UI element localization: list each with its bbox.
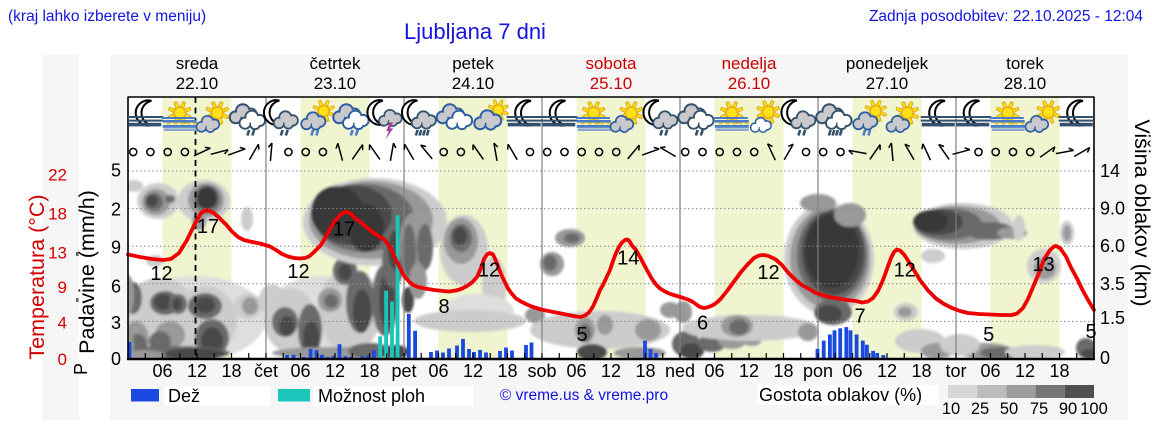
svg-text:13: 13 (1032, 254, 1054, 276)
svg-text:12: 12 (894, 260, 916, 282)
svg-text:17: 17 (333, 219, 355, 241)
svg-text:22.10: 22.10 (176, 74, 219, 93)
svg-text:12: 12 (463, 361, 483, 381)
svg-text:9: 9 (58, 278, 67, 297)
svg-text:12: 12 (1015, 361, 1035, 381)
svg-text:4: 4 (58, 314, 67, 333)
svg-text:pon: pon (803, 361, 833, 381)
svg-text:0: 0 (58, 350, 67, 369)
svg-text:sreda: sreda (176, 54, 219, 73)
svg-text:Ljubljana 7 dni: Ljubljana 7 dni (404, 19, 546, 44)
svg-text:torek: torek (1006, 54, 1044, 73)
svg-text:nedelja: nedelja (722, 54, 777, 73)
svg-text:14: 14 (617, 248, 639, 270)
svg-text:tor: tor (945, 361, 966, 381)
svg-text:25.10: 25.10 (590, 74, 633, 93)
svg-text:22: 22 (48, 166, 67, 185)
svg-text:pet: pet (391, 361, 416, 381)
svg-text:50: 50 (1000, 400, 1018, 418)
svg-text:7: 7 (854, 306, 865, 328)
svg-text:26.10: 26.10 (728, 74, 771, 93)
svg-text:90: 90 (1059, 400, 1077, 418)
svg-text:Temperatura (°C): Temperatura (°C) (25, 194, 49, 359)
svg-text:3: 3 (111, 313, 121, 333)
svg-text:18: 18 (48, 205, 67, 224)
svg-text:P: P (71, 363, 91, 375)
svg-text:06: 06 (842, 361, 862, 381)
svg-text:06: 06 (566, 361, 586, 381)
svg-text:čet: čet (254, 361, 278, 381)
svg-text:© vreme.us & vreme.pro: © vreme.us & vreme.pro (500, 387, 668, 404)
svg-text:12: 12 (739, 361, 759, 381)
svg-text:ned: ned (665, 361, 695, 381)
svg-text:Višina oblakov (km): Višina oblakov (km) (1130, 119, 1152, 306)
svg-text:06: 06 (428, 361, 448, 381)
svg-text:8: 8 (438, 296, 449, 318)
svg-text:12: 12 (601, 361, 621, 381)
svg-text:18: 18 (1049, 361, 1069, 381)
svg-text:Padavine (mm/h): Padavine (mm/h) (75, 190, 99, 354)
svg-text:12: 12 (877, 361, 897, 381)
svg-text:18: 18 (773, 361, 793, 381)
svg-text:25: 25 (971, 400, 989, 418)
svg-text:10: 10 (942, 400, 960, 418)
svg-text:sob: sob (527, 361, 556, 381)
svg-text:18: 18 (635, 361, 655, 381)
svg-text:18: 18 (359, 361, 379, 381)
svg-text:6: 6 (697, 313, 708, 335)
svg-text:28.10: 28.10 (1004, 74, 1047, 93)
svg-text:5: 5 (1085, 321, 1096, 343)
svg-text:četrtek: četrtek (309, 54, 361, 73)
svg-text:Zadnja posodobitev: 22.10.2025: Zadnja posodobitev: 22.10.2025 - 12:04 (869, 8, 1143, 25)
svg-text:Dež: Dež (168, 386, 200, 406)
svg-text:12: 12 (150, 263, 172, 285)
svg-text:100: 100 (1080, 400, 1108, 418)
svg-text:18: 18 (911, 361, 931, 381)
svg-text:12: 12 (287, 261, 309, 283)
svg-text:(kraj lahko izberete v meniju): (kraj lahko izberete v meniju) (8, 8, 206, 25)
svg-text:23.10: 23.10 (314, 74, 357, 93)
svg-text:24.10: 24.10 (452, 74, 495, 93)
svg-text:18: 18 (221, 361, 241, 381)
svg-text:ponedeljek: ponedeljek (846, 54, 929, 73)
svg-text:27.10: 27.10 (866, 74, 909, 93)
svg-text:5: 5 (983, 324, 994, 346)
svg-text:9.0: 9.0 (1100, 199, 1125, 219)
svg-text:75: 75 (1030, 400, 1048, 418)
svg-text:Možnost ploh: Možnost ploh (318, 386, 425, 406)
svg-text:0: 0 (1100, 348, 1110, 368)
svg-text:14: 14 (1100, 161, 1120, 181)
svg-text:0: 0 (111, 349, 121, 369)
svg-text:12: 12 (757, 262, 779, 284)
svg-text:2: 2 (111, 200, 121, 220)
svg-text:18: 18 (497, 361, 517, 381)
svg-text:12: 12 (325, 361, 345, 381)
svg-text:06: 06 (980, 361, 1000, 381)
svg-text:9: 9 (111, 238, 121, 258)
svg-text:12: 12 (187, 361, 207, 381)
svg-text:17: 17 (197, 216, 219, 238)
svg-text:5: 5 (111, 161, 121, 181)
svg-text:petek: petek (452, 54, 494, 73)
svg-text:06: 06 (152, 361, 172, 381)
svg-text:6.0: 6.0 (1100, 236, 1125, 256)
svg-text:Gostota oblakov (%): Gostota oblakov (%) (759, 385, 922, 405)
svg-text:1.5: 1.5 (1100, 308, 1125, 328)
svg-text:3.5: 3.5 (1100, 274, 1125, 294)
svg-text:sobota: sobota (585, 54, 637, 73)
svg-text:12: 12 (478, 260, 500, 282)
svg-text:5: 5 (576, 324, 587, 346)
svg-text:13: 13 (48, 244, 67, 263)
svg-text:06: 06 (290, 361, 310, 381)
svg-text:6: 6 (111, 277, 121, 297)
svg-text:06: 06 (704, 361, 724, 381)
